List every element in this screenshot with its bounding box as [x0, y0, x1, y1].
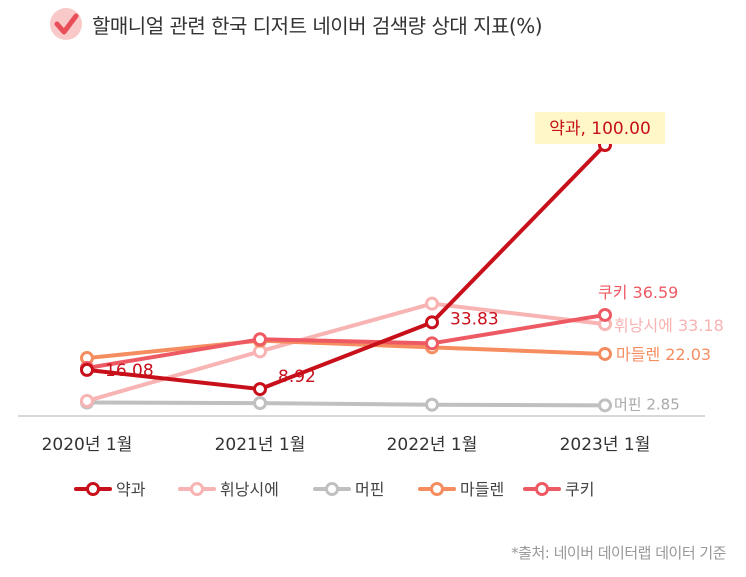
- data-point: [80, 362, 94, 377]
- data-label: 약과, 100.00: [549, 119, 651, 139]
- legend-label: 머핀: [355, 480, 384, 499]
- data-point: [598, 346, 612, 361]
- legend-swatch-marker: [190, 482, 204, 496]
- check-badge-icon: [50, 8, 82, 40]
- data-point: [253, 382, 267, 397]
- legend-label: 마들렌: [460, 480, 504, 499]
- data-label: 16.08: [105, 361, 154, 381]
- data-point: [425, 397, 439, 412]
- series-line: [85, 312, 607, 370]
- series-line: [85, 400, 607, 408]
- legend-label: 약과: [116, 480, 146, 499]
- series-line: [85, 338, 607, 361]
- chart-title: 할매니얼 관련 한국 디저트 네이버 검색량 상대 지표(%): [92, 13, 543, 38]
- data-point: [598, 398, 612, 413]
- data-label: 쿠키 36.59: [598, 283, 678, 302]
- legend-swatch-marker: [430, 482, 444, 496]
- data-point: [425, 315, 439, 330]
- series-line: [85, 143, 607, 392]
- data-label: 마들렌 22.03: [616, 345, 711, 364]
- x-tick-label: 2021년 1월: [215, 435, 306, 455]
- legend-swatch-marker: [325, 482, 339, 496]
- series-line: [85, 301, 607, 403]
- x-tick-label: 2022년 1월: [387, 435, 478, 455]
- source-note: *출처: 네이버 데이터랩 데이터 기준: [511, 544, 726, 562]
- data-point: [80, 393, 94, 408]
- data-label: 8.92: [278, 367, 316, 387]
- data-label: 휘낭시에 33.18: [614, 316, 724, 335]
- x-tick-label: 2023년 1월: [560, 435, 651, 455]
- highlight-label-box: [535, 112, 665, 144]
- data-point: [425, 336, 439, 351]
- legend-label: 쿠키: [565, 480, 594, 499]
- legend-swatch-marker: [86, 482, 100, 496]
- data-point: [425, 296, 439, 311]
- data-label: 머핀 2.85: [614, 395, 680, 413]
- legend-swatch-marker: [535, 482, 549, 496]
- legend-label: 휘낭시에: [220, 480, 279, 499]
- chart-title-block: 할매니얼 관련 한국 디저트 네이버 검색량 상대 지표(%): [48, 6, 543, 42]
- data-point: [253, 396, 267, 411]
- x-tick-label: 2020년 1월: [42, 435, 133, 455]
- data-point: [253, 332, 267, 347]
- data-label: 33.83: [450, 309, 499, 329]
- data-point: [598, 307, 612, 322]
